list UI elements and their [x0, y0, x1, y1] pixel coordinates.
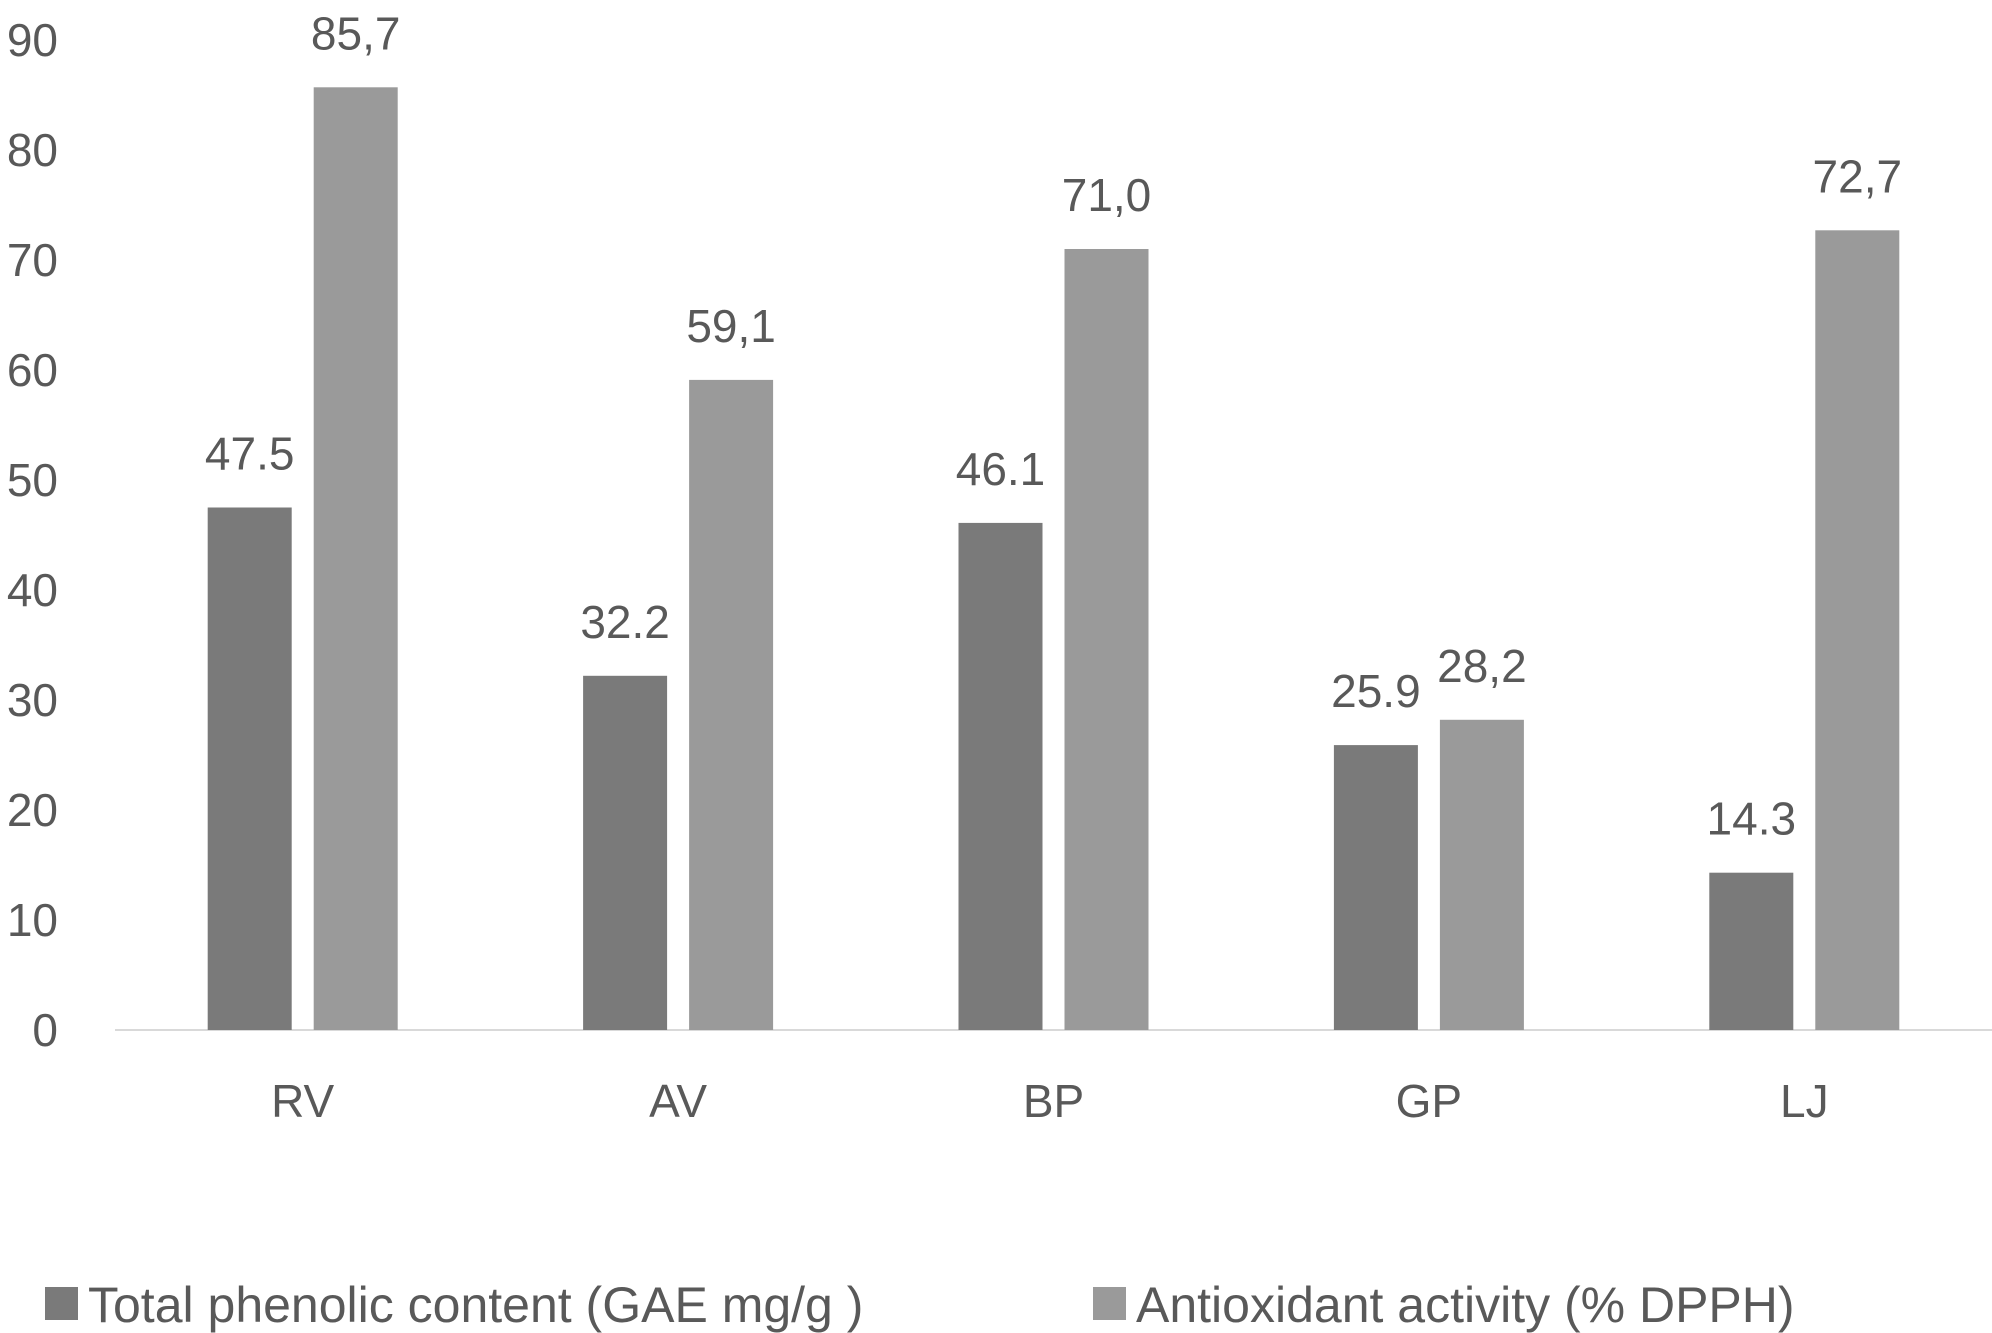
data-label: 85,7 [311, 7, 401, 59]
y-axis-ticks: 0 10 20 30 40 50 60 70 80 90 [7, 14, 58, 1056]
y-tick-label: 50 [7, 454, 58, 506]
data-label: 28,2 [1437, 640, 1527, 692]
x-category-label: LJ [1780, 1075, 1829, 1127]
y-tick-label: 10 [7, 894, 58, 946]
bar-antioxidant-rv [313, 87, 398, 1031]
legend-swatch-antioxidant-activity [1093, 1287, 1126, 1320]
data-label: 59,1 [686, 300, 776, 352]
data-label: 46.1 [956, 443, 1046, 495]
bar-group-bp: 46.1 71,0 [956, 169, 1152, 1030]
y-tick-label: 20 [7, 784, 58, 836]
y-tick-label: 40 [7, 564, 58, 616]
legend-swatch-total-phenolic [45, 1287, 78, 1320]
x-category-label: AV [649, 1075, 707, 1127]
bar-total-phenolic-lj [1709, 872, 1794, 1030]
bar-groups: 47.5 85,7 32.2 59,1 46.1 71,0 25.9 28,2 14.3 72,7 [205, 7, 1903, 1031]
data-label: 47.5 [205, 428, 295, 480]
bar-total-phenolic-rv [207, 507, 292, 1030]
bar-antioxidant-gp [1439, 719, 1524, 1030]
data-label: 32.2 [580, 596, 670, 648]
legend-label-total-phenolic: Total phenolic content (GAE mg/g ) [88, 1277, 863, 1333]
bar-antioxidant-bp [1064, 249, 1149, 1030]
bar-group-av: 32.2 59,1 [580, 300, 776, 1030]
y-tick-label: 80 [7, 124, 58, 176]
category-labels: RV AV BP GP LJ [271, 1075, 1828, 1127]
bar-antioxidant-av [689, 379, 774, 1030]
bar-total-phenolic-av [583, 675, 668, 1030]
bar-total-phenolic-gp [1333, 745, 1418, 1030]
data-label: 72,7 [1813, 150, 1903, 202]
legend: Total phenolic content (GAE mg/g ) Antio… [45, 1277, 1795, 1333]
y-tick-label: 0 [32, 1004, 58, 1056]
bar-antioxidant-lj [1815, 230, 1900, 1031]
x-category-label: RV [271, 1075, 334, 1127]
data-label: 71,0 [1062, 169, 1152, 221]
x-category-label: BP [1023, 1075, 1084, 1127]
y-tick-label: 70 [7, 234, 58, 286]
bar-group-lj: 14.3 72,7 [1707, 150, 1903, 1031]
y-tick-label: 30 [7, 674, 58, 726]
x-category-label: GP [1396, 1075, 1462, 1127]
bar-group-gp: 25.9 28,2 [1331, 640, 1527, 1030]
data-label: 25.9 [1331, 665, 1421, 717]
legend-label-antioxidant-activity: Antioxidant activity (% DPPH) [1136, 1277, 1795, 1333]
y-tick-label: 60 [7, 344, 58, 396]
y-tick-label: 90 [7, 14, 58, 66]
bar-total-phenolic-bp [958, 522, 1043, 1030]
bar-group-rv: 47.5 85,7 [205, 7, 401, 1031]
data-label: 14.3 [1707, 793, 1797, 845]
